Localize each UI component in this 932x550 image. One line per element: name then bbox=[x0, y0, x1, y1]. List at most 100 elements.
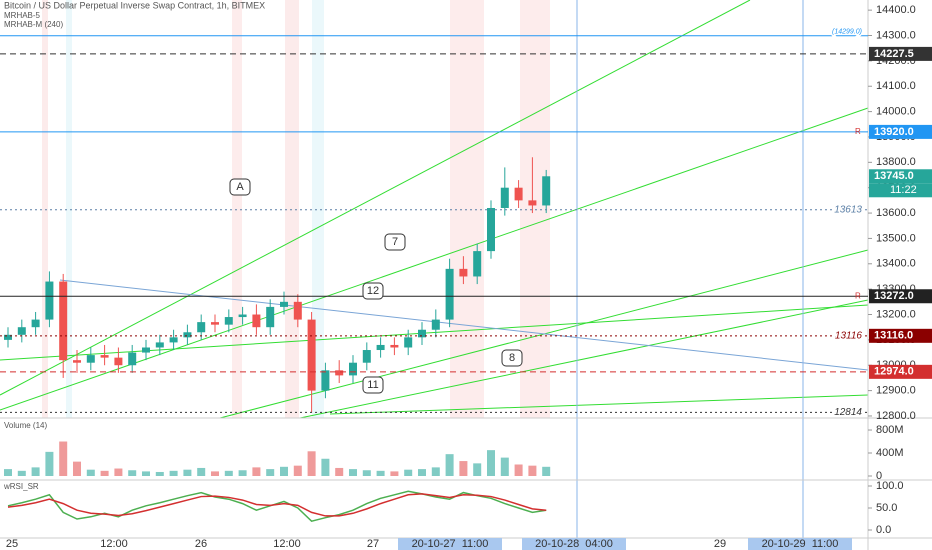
y-tick-label: 13600.0 bbox=[876, 207, 916, 219]
price-box-label: 13116.0 bbox=[874, 330, 913, 342]
band bbox=[42, 0, 48, 418]
y-tick-label: 14400.0 bbox=[876, 4, 916, 16]
volume-bar bbox=[293, 465, 302, 476]
volume-bar bbox=[183, 469, 192, 476]
volume-bar bbox=[128, 470, 137, 476]
candle-body bbox=[169, 337, 178, 343]
y-tick-label: 13400.0 bbox=[876, 258, 916, 270]
candle-body bbox=[335, 370, 344, 376]
volume-bar bbox=[197, 467, 206, 476]
y-tick-label: 13800.0 bbox=[876, 156, 916, 168]
price-box bbox=[869, 328, 932, 343]
volume-bar bbox=[514, 464, 523, 476]
y-tick-label: 14100.0 bbox=[876, 80, 916, 92]
candle-body bbox=[321, 370, 330, 391]
level-label: 13116 bbox=[835, 330, 863, 341]
volume-bar bbox=[473, 463, 482, 476]
trend-line bbox=[0, 0, 751, 396]
callout-label: 8 bbox=[509, 352, 515, 364]
price-box-label: 14227.5 bbox=[874, 48, 914, 60]
candle-body bbox=[183, 332, 192, 338]
callout-label: A bbox=[236, 181, 244, 193]
x-tick-label: 25 bbox=[6, 538, 18, 550]
volume-bar bbox=[390, 471, 399, 476]
price-box bbox=[869, 124, 932, 139]
callout bbox=[501, 349, 523, 367]
candle-body bbox=[128, 352, 137, 366]
band bbox=[520, 0, 550, 418]
trend-line bbox=[59, 279, 869, 371]
volume-bar bbox=[266, 469, 275, 476]
candle-body bbox=[142, 347, 150, 353]
callout-label: 7 bbox=[392, 236, 398, 248]
candle-body bbox=[114, 357, 123, 366]
trend-line bbox=[329, 394, 869, 415]
volume-title: Volume (14) bbox=[4, 421, 47, 430]
candle-body bbox=[252, 314, 261, 328]
band bbox=[66, 0, 72, 418]
y-tick-label: 0 bbox=[876, 470, 882, 482]
volume-bar bbox=[349, 469, 357, 476]
volume-bar bbox=[445, 454, 454, 476]
volume-bar bbox=[459, 461, 468, 476]
y-tick-label: 13500.0 bbox=[876, 232, 916, 244]
countdown: 11:22 bbox=[890, 184, 917, 196]
price-box bbox=[869, 289, 932, 304]
price-box-label: 13745.0 bbox=[874, 170, 914, 182]
volume-bar bbox=[335, 467, 344, 476]
callout bbox=[229, 178, 251, 196]
candle-body bbox=[390, 344, 399, 348]
time-highlight bbox=[522, 538, 626, 550]
level-tag: R bbox=[855, 127, 861, 136]
candle-body bbox=[376, 344, 385, 351]
time-highlight bbox=[748, 538, 852, 550]
volume-bar bbox=[431, 467, 440, 476]
volume-bar bbox=[142, 471, 150, 476]
volume-bar bbox=[307, 451, 316, 476]
y-tick-label: 50.0 bbox=[876, 502, 897, 514]
volume-bar bbox=[404, 469, 413, 476]
volume-bar bbox=[528, 465, 537, 476]
callout bbox=[362, 376, 384, 394]
volume-bar bbox=[500, 457, 509, 476]
volume-bar bbox=[418, 469, 426, 476]
y-tick-label: 13200.0 bbox=[876, 308, 916, 320]
volume-bar bbox=[252, 467, 261, 476]
candle-body bbox=[431, 319, 440, 330]
volume-bar bbox=[17, 470, 26, 476]
candle-body bbox=[31, 319, 40, 328]
indicator-name: MRHAB-M (240) bbox=[4, 20, 63, 29]
price-box bbox=[869, 46, 932, 61]
volume-bar bbox=[73, 461, 81, 476]
x-tick-label: 29 bbox=[714, 538, 726, 550]
x-tick-label: 20-10-27 11:00 bbox=[412, 538, 489, 550]
volume-bar bbox=[114, 468, 123, 476]
callout bbox=[384, 233, 406, 251]
candle-body bbox=[528, 200, 537, 206]
candle-body bbox=[542, 176, 551, 206]
rsi-line bbox=[7, 493, 547, 517]
y-tick-label: 14000.0 bbox=[876, 106, 916, 118]
level-label: 13613 bbox=[834, 204, 862, 215]
candle-body bbox=[362, 350, 371, 363]
time-highlight bbox=[398, 538, 502, 550]
volume-bar bbox=[362, 470, 371, 476]
band bbox=[312, 0, 324, 418]
band bbox=[285, 0, 299, 418]
candle-body bbox=[4, 334, 12, 340]
x-tick-label: 20-10-29 11:00 bbox=[762, 538, 839, 550]
x-tick-label: 27 bbox=[367, 538, 379, 550]
volume-bar bbox=[169, 470, 178, 476]
trend-line bbox=[299, 299, 869, 419]
candle-body bbox=[45, 281, 54, 320]
x-tick-label: 12:00 bbox=[100, 538, 128, 550]
candle-body bbox=[155, 342, 164, 348]
candle-body bbox=[473, 251, 482, 277]
price-box-label: 13920.0 bbox=[874, 126, 914, 138]
band bbox=[450, 0, 484, 418]
candle-body bbox=[307, 319, 316, 391]
volume-bar bbox=[31, 467, 40, 476]
candle-body bbox=[211, 322, 219, 325]
candle-body bbox=[100, 355, 109, 358]
